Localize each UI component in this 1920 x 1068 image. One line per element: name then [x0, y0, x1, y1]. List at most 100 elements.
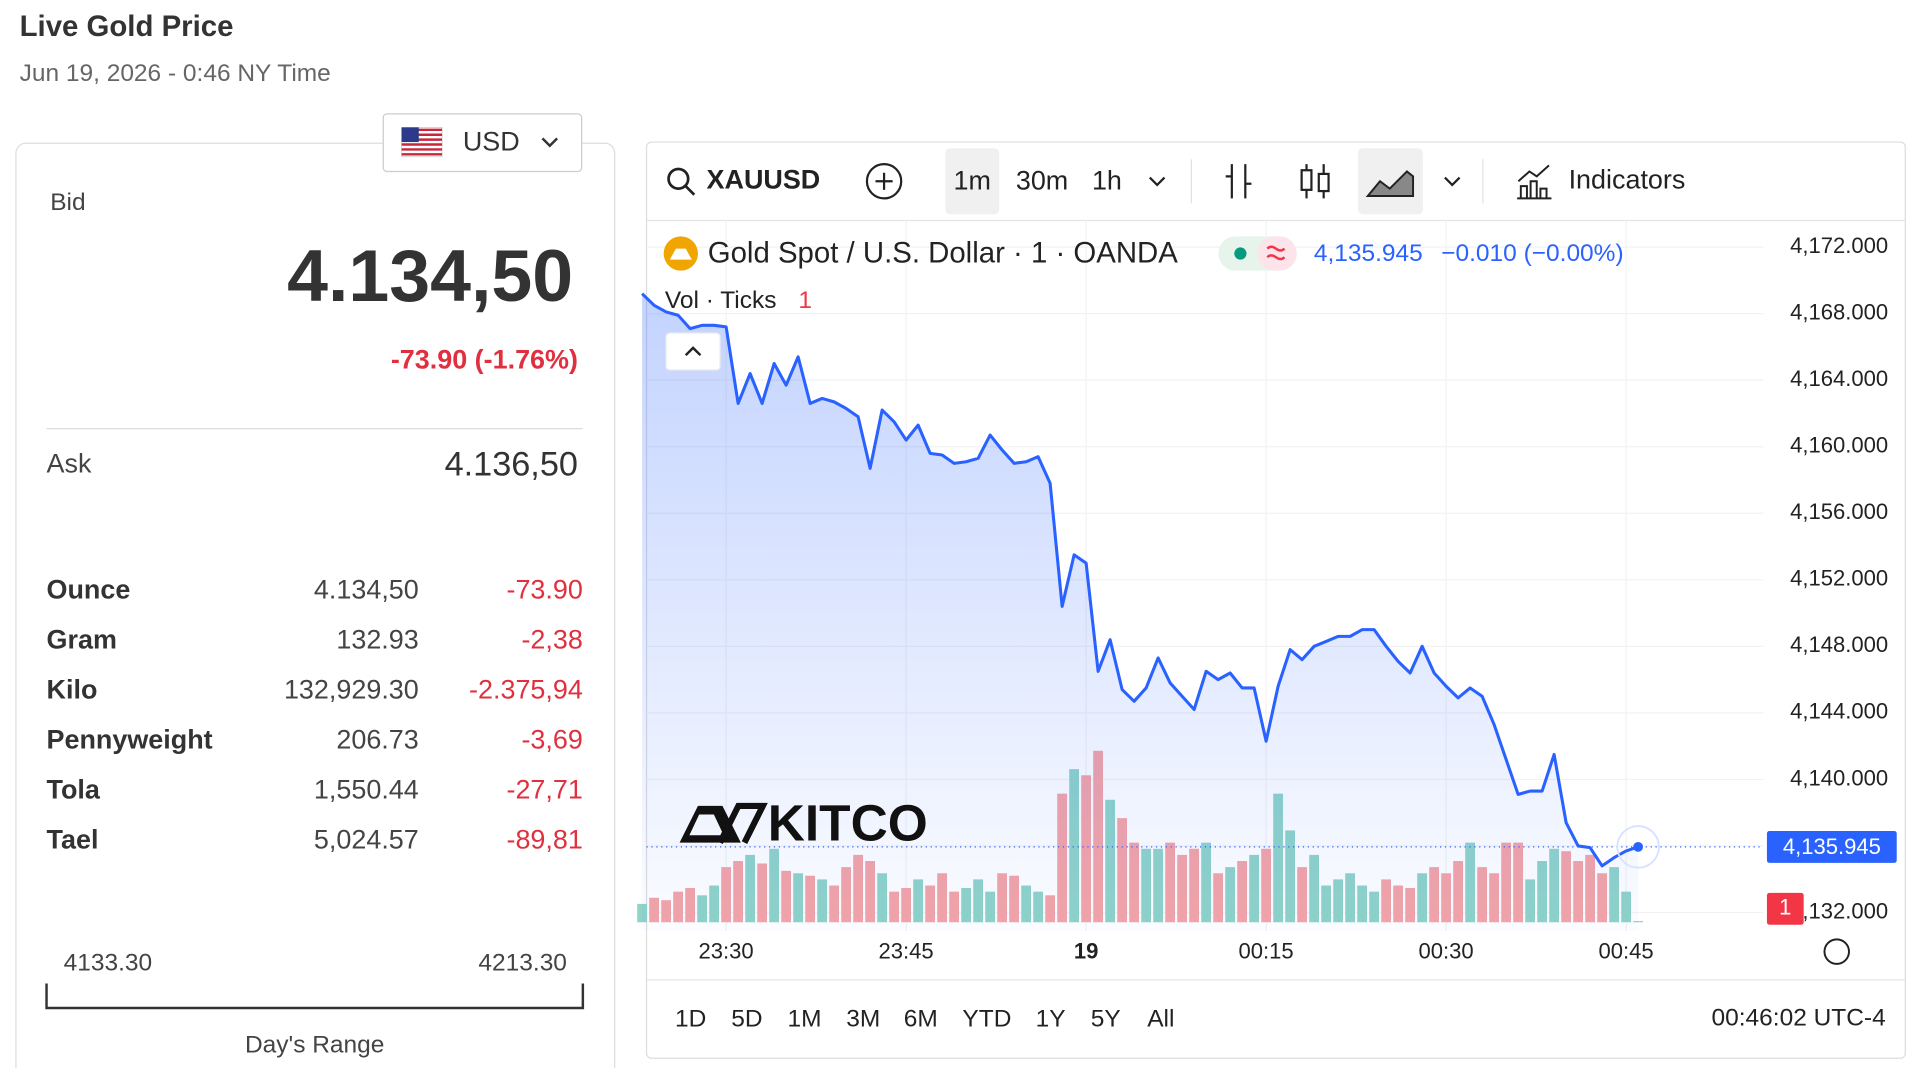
- x-tick-label: 23:45: [879, 939, 934, 964]
- candle-body: [1300, 169, 1313, 191]
- settings-icon[interactable]: [1823, 938, 1850, 965]
- plus: [875, 172, 893, 190]
- unit-name: Ounce: [47, 575, 131, 605]
- bid-change: -73.90 (-1.76%): [391, 344, 578, 374]
- unit-change: -3,69: [521, 725, 582, 755]
- y-tick-label: 4,160.000: [1790, 433, 1888, 458]
- collapse-legend[interactable]: [665, 332, 721, 371]
- quote-card: [15, 142, 616, 1068]
- area-icon[interactable]: [1365, 170, 1415, 197]
- toolbar: XAUUSD 1m 30m 1h Indicators: [667, 148, 1686, 215]
- unit-change: -27,71: [506, 775, 582, 805]
- unit-price: 1,550.44: [314, 775, 419, 805]
- page-title: Live Gold Price: [20, 10, 234, 43]
- x-tick-label: 00:15: [1239, 939, 1294, 964]
- subtitle: Jun 19, 2026 - 0:46 NY Time: [20, 60, 331, 87]
- area-active: [1357, 148, 1423, 215]
- y-tick-label: 4,156.000: [1790, 499, 1888, 524]
- indicators[interactable]: Indicators: [1569, 164, 1686, 194]
- symbol-icon-bar: [669, 248, 692, 260]
- interval-active: [945, 148, 1000, 215]
- y-tick-label: 4,140.000: [1790, 765, 1888, 790]
- price-area: [642, 293, 1639, 931]
- bars-icon[interactable]: [1225, 164, 1252, 199]
- period-button[interactable]: 1M: [787, 1006, 821, 1033]
- bid-value: 4.134,50: [287, 234, 573, 317]
- unit-table: Ounce 4.134,50 -73.90 Gram 132.93 -2,38 Kilo 13…: [47, 575, 583, 855]
- y-tick-label: 4,172.000: [1790, 233, 1888, 258]
- symbol[interactable]: XAUUSD: [707, 164, 821, 194]
- bid-label: Bid: [50, 189, 85, 216]
- currency-select[interactable]: USD: [382, 113, 583, 173]
- last-point-halo: [1616, 825, 1660, 869]
- unit-change: -73.90: [506, 575, 582, 605]
- unit-price: 132.93: [336, 625, 418, 655]
- period-button[interactable]: 1Y: [1036, 1006, 1066, 1033]
- range-bracket: [45, 983, 585, 1010]
- unit-name: Gram: [47, 625, 117, 655]
- period-button[interactable]: 5Y: [1091, 1006, 1121, 1033]
- unit-price: 206.73: [336, 725, 418, 755]
- y-tick-label: 4,132.000: [1790, 898, 1888, 923]
- flag-canton: [401, 127, 419, 143]
- x-tick-label: 23:30: [699, 939, 754, 964]
- legend-price: 4,135.945: [1314, 240, 1423, 267]
- ask-label: Ask: [47, 449, 92, 479]
- flag-stripes: [401, 128, 443, 156]
- unit-price: 4.134,50: [314, 575, 419, 605]
- plot: 4,132.0004,136.0004,140.0004,144.0004,14…: [637, 220, 1897, 964]
- range-high: 4213.30: [478, 949, 567, 976]
- y-tick-label: 4,144.000: [1790, 699, 1888, 724]
- x-tick-label: 00:45: [1599, 939, 1654, 964]
- legend-change: −0.010 (−0.00%): [1441, 240, 1623, 267]
- period-button[interactable]: 6M: [904, 1006, 938, 1033]
- status-pill-right: [1257, 236, 1297, 271]
- unit-price: 132,929.30: [284, 675, 419, 705]
- y-tick-label: 4,168.000: [1790, 299, 1888, 324]
- unit-change: -2.375,94: [469, 675, 583, 705]
- price-marker-label: 4,135.945: [1783, 834, 1881, 859]
- unit-name: Tola: [47, 775, 101, 805]
- chevron-up: [684, 346, 702, 357]
- price-marker: [1766, 830, 1897, 863]
- period-button[interactable]: 3M: [846, 1006, 880, 1033]
- logo-mark: [717, 802, 768, 845]
- price-line: [641, 292, 1639, 868]
- range-low: 4133.30: [64, 949, 153, 976]
- market-open-dot: [1234, 247, 1247, 260]
- interval-menu[interactable]: [1149, 176, 1166, 187]
- candle-body: [1317, 172, 1330, 193]
- x-tick-label: 00:30: [1419, 939, 1474, 964]
- interval[interactable]: 1m: [954, 166, 991, 196]
- unit-price: 5,024.57: [314, 825, 419, 855]
- search-icon-handle: [684, 185, 696, 196]
- unit-change: -89,81: [506, 825, 582, 855]
- unit-name: Pennyweight: [47, 725, 213, 755]
- unit-name: Tael: [47, 825, 99, 855]
- volume-marker: [1766, 892, 1804, 925]
- currency-label: USD: [463, 126, 520, 156]
- y-tick-label: 4,148.000: [1790, 632, 1888, 657]
- clock: 00:46:02 UTC-4: [1712, 1004, 1886, 1031]
- period-button[interactable]: YTD: [962, 1006, 1011, 1033]
- search-icon[interactable]: [667, 167, 690, 190]
- chevron: [541, 137, 559, 148]
- y-tick-label: 4,152.000: [1790, 566, 1888, 591]
- period-bar: 1D 5D 1M 3M 6M YTD 1Y 5Y All: [675, 1006, 1174, 1033]
- period-button[interactable]: 1D: [675, 1006, 706, 1033]
- add-symbol[interactable]: [865, 163, 903, 200]
- volume-last: 1: [798, 287, 812, 314]
- interval[interactable]: 30m: [1016, 166, 1068, 196]
- unit-name: Kilo: [47, 675, 98, 705]
- indicators-icon: [1517, 164, 1552, 200]
- period-button[interactable]: 5D: [731, 1006, 762, 1033]
- period-button[interactable]: All: [1147, 1006, 1174, 1033]
- volume-legend: Vol · Ticks: [665, 287, 777, 314]
- interval[interactable]: 1h: [1092, 166, 1122, 196]
- ask-value: 4.136,50: [445, 446, 578, 484]
- range-label: Day's Range: [245, 1031, 384, 1058]
- last-point: [1633, 841, 1644, 852]
- delayed-icon: [1266, 245, 1286, 261]
- style-menu[interactable]: [1444, 176, 1461, 187]
